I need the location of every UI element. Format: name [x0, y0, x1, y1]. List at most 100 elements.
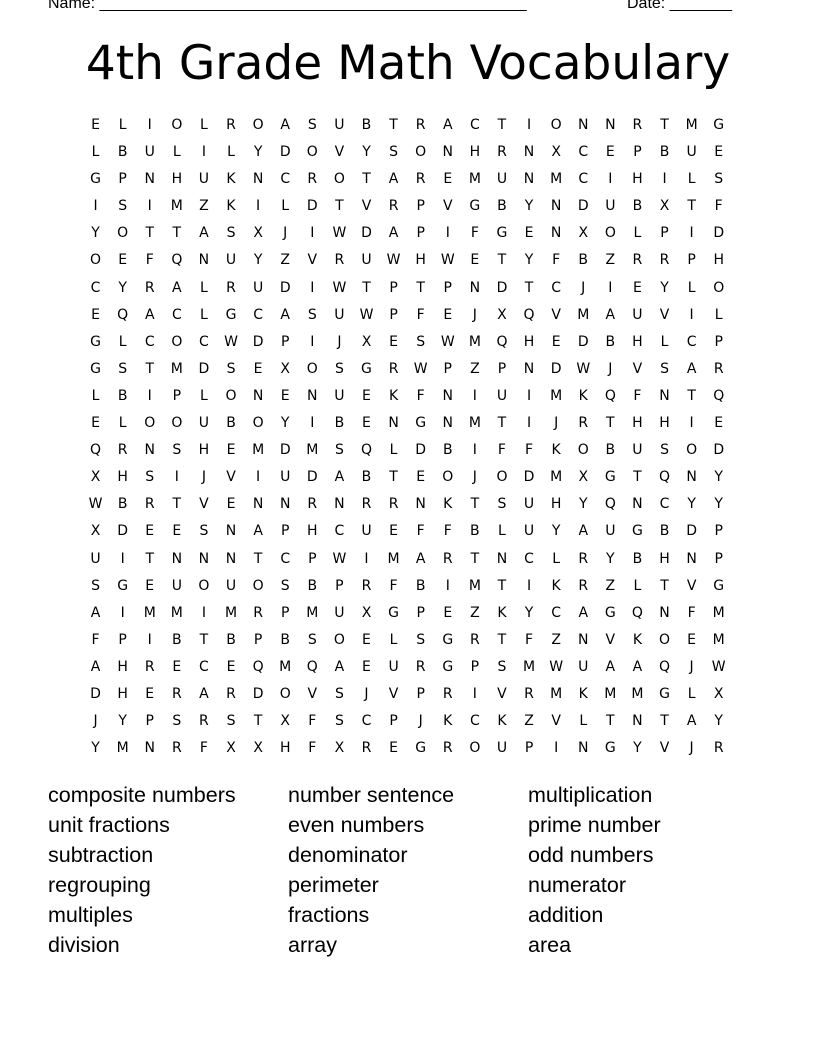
grid-cell: T — [660, 713, 669, 730]
grid-cell: M — [116, 740, 129, 757]
grid-cell: V — [226, 469, 236, 486]
grid-cell: J — [337, 333, 342, 350]
grid-cell: G — [442, 658, 454, 675]
grid-cell: C — [469, 117, 480, 133]
grid-cell: I — [147, 631, 152, 648]
grid-cell: C — [578, 144, 589, 161]
grid-cell: R — [632, 117, 643, 133]
grid-cell: D — [577, 198, 589, 215]
grid-cell: M — [550, 685, 563, 702]
grid-cell: J — [689, 658, 694, 675]
grid-cell: N — [523, 171, 535, 188]
grid-cell: N — [659, 604, 670, 621]
grid-cell: S — [226, 713, 236, 730]
grid-cell: N — [686, 469, 697, 486]
grid-cell: U — [171, 577, 182, 594]
grid-cell: T — [606, 415, 615, 432]
grid-cell: P — [389, 306, 398, 323]
grid-cell: V — [307, 685, 318, 702]
grid-cell: S — [172, 713, 182, 730]
grid-cell: U — [144, 144, 155, 161]
grid-cell: P — [714, 523, 723, 540]
grid-cell: M — [712, 631, 725, 648]
grid-cell: P — [280, 333, 290, 350]
grid-cell: A — [632, 658, 643, 675]
grid-cell: D — [306, 198, 318, 215]
grid-cell: J — [554, 415, 559, 432]
grid-cell: A — [334, 658, 345, 675]
grid-cell: U — [578, 658, 589, 675]
grid-cell: L — [200, 306, 208, 323]
grid-cell: Z — [470, 360, 480, 377]
grid-cell: E — [416, 469, 426, 486]
grid-cell: A — [388, 171, 399, 188]
grid-cell: A — [686, 713, 697, 730]
grid-cell: S — [416, 333, 426, 350]
grid-cell: R — [578, 550, 589, 567]
grid-cell: Y — [524, 252, 534, 269]
grid-cell: G — [631, 523, 643, 540]
grid-cell: I — [310, 225, 315, 242]
word-item: subtraction — [48, 843, 154, 867]
grid-cell: W — [224, 333, 238, 350]
grid-cell: F — [714, 198, 723, 215]
grid-cell: K — [578, 387, 588, 404]
grid-cell: H — [632, 171, 643, 188]
grid-cell: V — [361, 198, 372, 215]
grid-cell: X — [253, 225, 263, 242]
grid-cell: X — [226, 740, 236, 757]
grid-cell: O — [171, 333, 183, 350]
grid-cell: R — [578, 415, 589, 432]
grid-cell: J — [472, 306, 477, 323]
grid-cell: P — [524, 740, 534, 757]
grid-cell: B — [415, 577, 426, 594]
grid-cell: V — [334, 144, 345, 161]
grid-cell: H — [307, 523, 318, 540]
grid-cell: L — [714, 306, 723, 323]
grid-cell: N — [496, 550, 508, 567]
grid-cell: O — [279, 685, 291, 702]
grid-cell: B — [361, 469, 372, 486]
word-item: array — [288, 933, 337, 957]
grid-cell: E — [551, 333, 561, 350]
grid-cell: N — [144, 442, 155, 459]
grid-cell: U — [252, 279, 264, 296]
grid-cell: B — [334, 415, 345, 432]
grid-cell: W — [576, 360, 591, 377]
grid-cell: I — [689, 306, 694, 323]
grid-cell: O — [686, 442, 698, 459]
grid-cell: X — [90, 469, 101, 486]
grid-cell: P — [172, 387, 182, 404]
grid-cell: W — [386, 252, 401, 269]
grid-cell: H — [659, 550, 670, 567]
grid-cell: W — [332, 225, 347, 242]
grid-cell: D — [415, 442, 427, 459]
grid-cell: I — [364, 550, 369, 567]
grid-cell: C — [469, 713, 480, 730]
grid-cell: A — [280, 117, 290, 133]
grid-cell: R — [388, 360, 399, 377]
grid-cell: N — [225, 550, 237, 567]
grid-cell: E — [172, 523, 182, 540]
grid-cell: V — [605, 631, 616, 648]
grid-cell: Y — [660, 279, 669, 296]
grid-cell: Y — [633, 740, 642, 757]
word-item: perimeter — [288, 873, 379, 897]
grid-cell: N — [523, 144, 535, 161]
date-field-label: Date: _______ — [627, 0, 732, 12]
grid-cell: H — [632, 415, 643, 432]
grid-cell: R — [144, 496, 155, 513]
grid-cell: N — [252, 171, 264, 188]
grid-cell: E — [714, 144, 724, 161]
grid-cell: T — [633, 469, 642, 486]
grid-cell: G — [604, 604, 616, 621]
grid-cell: X — [659, 198, 670, 215]
grid-cell: E — [362, 658, 371, 675]
grid-cell: Z — [605, 252, 616, 269]
word-item: prime number — [528, 813, 661, 837]
word-column: number sentence even numbers denominator pe… — [288, 780, 528, 960]
